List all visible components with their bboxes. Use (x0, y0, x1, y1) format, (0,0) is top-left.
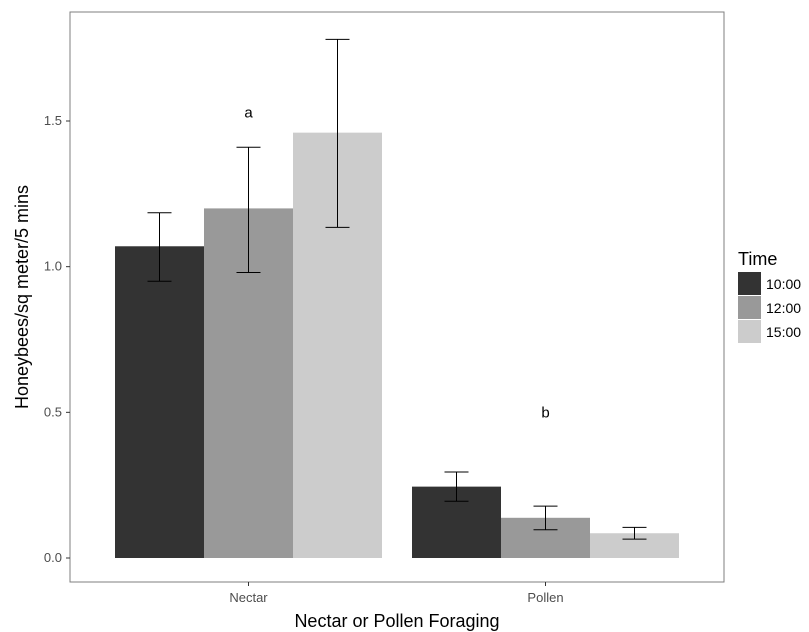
error-bar-nectar-1200 (236, 146, 261, 273)
error-bar-nectar-1000 (147, 212, 172, 282)
y-tick-label: 1.0 (44, 259, 62, 274)
annotations-group: ab (244, 104, 549, 421)
legend-title: Time (738, 249, 777, 269)
legend: Time 10:00 12:00 15:00 (738, 249, 801, 343)
error-bars-group (147, 38, 647, 540)
legend-key-1000 (738, 272, 761, 295)
x-axis: Nectar Pollen (229, 582, 564, 605)
x-axis-title: Nectar or Pollen Foraging (294, 611, 499, 631)
error-bar-pollen-1000 (444, 471, 469, 502)
error-bar-pollen-1200 (533, 505, 558, 531)
legend-label-1200: 12:00 (766, 300, 801, 316)
bar-nectar-1000 (115, 246, 204, 559)
y-axis: 0.0 0.5 1.0 1.5 (44, 113, 70, 565)
legend-label-1500: 15:00 (766, 324, 801, 340)
error-bar-nectar-1500 (325, 38, 350, 228)
y-tick-label: 1.5 (44, 113, 62, 128)
annotation-a: a (244, 104, 253, 121)
y-tick-label: 0.0 (44, 550, 62, 565)
y-tick-label: 0.5 (44, 404, 62, 419)
error-bar-pollen-1500 (622, 526, 647, 540)
x-tick-label-pollen: Pollen (527, 590, 563, 605)
legend-key-1200 (738, 296, 761, 319)
legend-key-1500 (738, 320, 761, 343)
annotation-b: b (541, 404, 549, 421)
x-tick-label-nectar: Nectar (229, 590, 268, 605)
legend-label-1000: 10:00 (766, 276, 801, 292)
y-axis-title: Honeybees/sq meter/5 mins (12, 185, 32, 409)
